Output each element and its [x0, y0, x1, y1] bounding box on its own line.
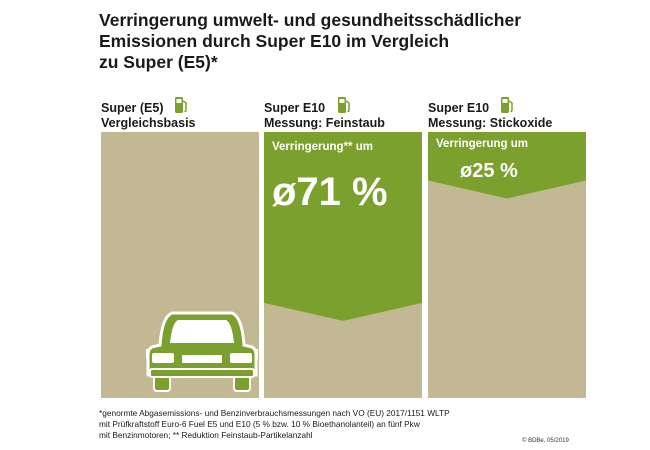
title-line-1: Verringerung umwelt- und gesundheitsschä… — [99, 10, 522, 30]
column-label-e5-line2: Vergleichsbasis — [101, 116, 196, 130]
column-label-stickoxide-line1: Super E10 — [428, 101, 490, 115]
reduction-value-feinstaub: ø71 % — [272, 170, 388, 214]
fuel-pump-icon — [175, 97, 187, 113]
column-label-feinstaub-line2: Messung: Feinstaub — [264, 116, 385, 130]
column-label-stickoxide: Super E10 Messung: Stickoxide — [428, 101, 552, 131]
column-label-feinstaub: Super E10 Messung: Feinstaub — [264, 101, 385, 131]
title-line-3: zu Super (E5)* — [99, 52, 218, 72]
title-line-2: Emissionen durch Super E10 im Vergleich — [99, 31, 450, 51]
footnote-line-2: mit Prüfkraftstoff Euro-6 Fuel E5 und E1… — [99, 419, 420, 429]
bar-reduction-feinstaub — [264, 132, 422, 321]
reduction-value-stickoxide: ø25 % — [460, 160, 518, 182]
footnote-line-1: *genormte Abgasemissions- und Benzinverb… — [99, 408, 450, 418]
car-icon — [146, 311, 258, 392]
footnote: *genormte Abgasemissions- und Benzinverb… — [99, 408, 539, 441]
footnote-line-3: mit Benzinmotoren; ** Reduktion Feinstau… — [99, 430, 313, 440]
reduction-label-stickoxide: Verringerung um — [436, 138, 529, 150]
fuel-pump-icon — [501, 97, 513, 113]
bar-reduction-stickoxide — [428, 132, 586, 199]
column-label-feinstaub-line1: Super E10 — [264, 101, 326, 115]
reduction-label-feinstaub: Verringerung** um — [272, 141, 373, 153]
chart-title: Verringerung umwelt- und gesundheitsschä… — [99, 10, 619, 73]
credit: © BDBe, 05/2019 — [522, 438, 569, 444]
column-label-e5-line1: Super (E5) — [101, 101, 164, 115]
column-label-e5: Super (E5) Vergleichsbasis — [101, 101, 196, 131]
fuel-pump-icon — [338, 97, 350, 113]
column-label-stickoxide-line2: Messung: Stickoxide — [428, 116, 553, 130]
